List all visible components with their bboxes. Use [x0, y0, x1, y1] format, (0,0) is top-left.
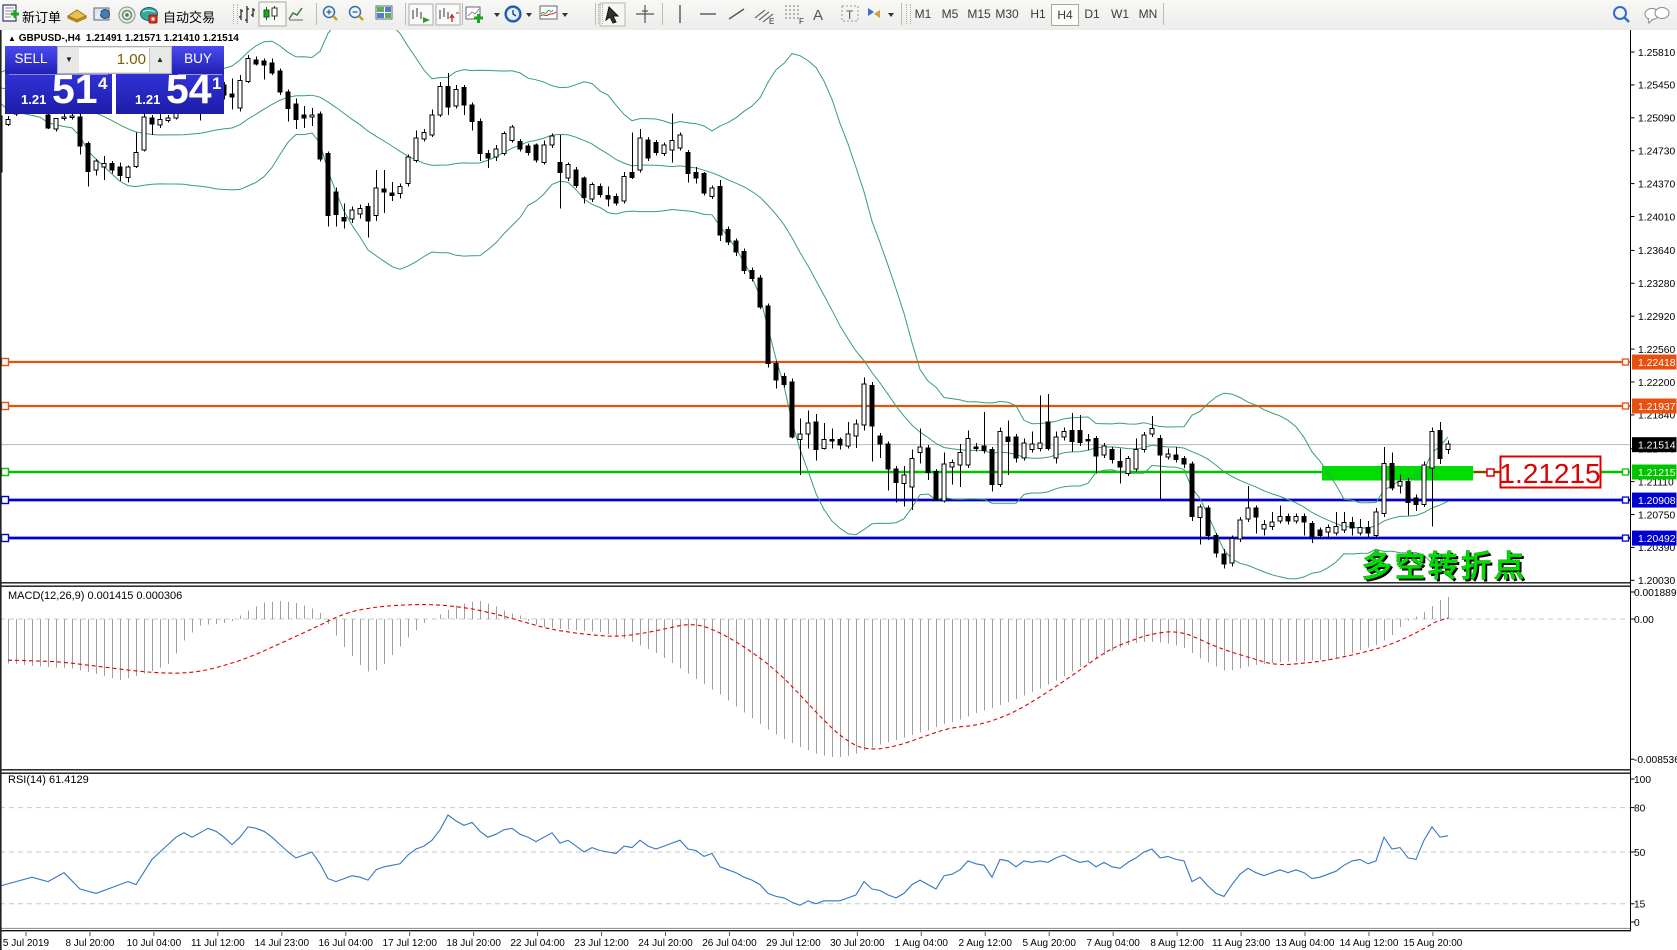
svg-text:1.20908: 1.20908 — [1638, 496, 1676, 507]
svg-text:15 Aug 20:00: 15 Aug 20:00 — [1403, 938, 1462, 949]
svg-text:1.21215: 1.21215 — [1499, 458, 1600, 489]
svg-text:1.22200: 1.22200 — [1638, 378, 1675, 389]
svg-text:F: F — [799, 17, 804, 26]
svg-text:MACD(12,26,9) 0.001415 0.00030: MACD(12,26,9) 0.001415 0.000306 — [8, 590, 182, 602]
svg-text:11 Aug 23:00: 11 Aug 23:00 — [1212, 938, 1271, 949]
svg-text:A: A — [813, 7, 823, 24]
svg-text:RSI(14) 61.4129: RSI(14) 61.4129 — [8, 774, 89, 786]
svg-text:1.21215: 1.21215 — [1638, 468, 1676, 479]
svg-text:5 Aug 20:00: 5 Aug 20:00 — [1023, 938, 1077, 949]
svg-text:1.21840: 1.21840 — [1638, 411, 1675, 422]
svg-text:1.25450: 1.25450 — [1638, 81, 1675, 92]
svg-text:1.20390: 1.20390 — [1638, 543, 1675, 554]
svg-text:23 Jul 12:00: 23 Jul 12:00 — [574, 938, 629, 949]
svg-text:22 Jul 04:00: 22 Jul 04:00 — [510, 938, 565, 949]
svg-text:1.23280: 1.23280 — [1638, 279, 1675, 290]
svg-text:1.20750: 1.20750 — [1638, 510, 1675, 521]
svg-text:1.21514: 1.21514 — [1638, 441, 1676, 452]
svg-text:多空转折点: 多空转折点 — [1362, 551, 1527, 584]
svg-text:1.22920: 1.22920 — [1638, 312, 1675, 323]
svg-text:1.20492: 1.20492 — [1638, 534, 1676, 545]
svg-text:T: T — [846, 8, 854, 22]
svg-text:15: 15 — [1634, 900, 1646, 911]
svg-text:1.25090: 1.25090 — [1638, 114, 1675, 125]
svg-text:18 Jul 20:00: 18 Jul 20:00 — [446, 938, 501, 949]
svg-text:1.23640: 1.23640 — [1638, 246, 1675, 257]
svg-text:E: E — [769, 17, 774, 26]
svg-text:100: 100 — [1634, 775, 1651, 786]
svg-text:7 Aug 04:00: 7 Aug 04:00 — [1086, 938, 1140, 949]
svg-text:1.24370: 1.24370 — [1638, 179, 1675, 190]
svg-text:1.24010: 1.24010 — [1638, 212, 1675, 223]
svg-text:29 Jul 12:00: 29 Jul 12:00 — [766, 938, 821, 949]
svg-text:17 Jul 12:00: 17 Jul 12:00 — [382, 938, 437, 949]
svg-text:14 Aug 12:00: 14 Aug 12:00 — [1339, 938, 1398, 949]
svg-text:1.22418: 1.22418 — [1638, 358, 1676, 369]
svg-text:1 Aug 04:00: 1 Aug 04:00 — [895, 938, 949, 949]
svg-text:1.25810: 1.25810 — [1638, 48, 1675, 59]
svg-text:14 Jul 23:00: 14 Jul 23:00 — [255, 938, 310, 949]
svg-text:26 Jul 04:00: 26 Jul 04:00 — [702, 938, 757, 949]
svg-text:1.21110: 1.21110 — [1638, 477, 1674, 488]
svg-text:-0.008536: -0.008536 — [1634, 755, 1677, 766]
svg-text:24 Jul 20:00: 24 Jul 20:00 — [638, 938, 693, 949]
svg-text:80: 80 — [1634, 803, 1646, 814]
svg-text:0.001889: 0.001889 — [1634, 588, 1677, 599]
svg-text:16 Jul 04:00: 16 Jul 04:00 — [319, 938, 374, 949]
svg-text:5 Jul 2019: 5 Jul 2019 — [3, 938, 50, 949]
svg-text:13 Aug 04:00: 13 Aug 04:00 — [1276, 938, 1335, 949]
svg-text:0.00: 0.00 — [1634, 615, 1654, 626]
svg-text:30 Jul 20:00: 30 Jul 20:00 — [830, 938, 885, 949]
svg-text:8 Aug 12:00: 8 Aug 12:00 — [1150, 938, 1204, 949]
svg-text:11 Jul 12:00: 11 Jul 12:00 — [191, 938, 245, 949]
svg-text:0: 0 — [1634, 918, 1640, 929]
svg-text:1.24730: 1.24730 — [1638, 147, 1675, 158]
svg-text:10 Jul 04:00: 10 Jul 04:00 — [127, 938, 182, 949]
svg-text:1.21937: 1.21937 — [1638, 402, 1676, 413]
svg-text:50: 50 — [1634, 848, 1646, 859]
svg-text:多空转折点: 多空转折点 — [1364, 553, 1529, 586]
svg-text:2 Aug 12:00: 2 Aug 12:00 — [959, 938, 1013, 949]
svg-text:8 Jul 20:00: 8 Jul 20:00 — [65, 938, 114, 949]
svg-text:1.20030: 1.20030 — [1638, 576, 1675, 587]
svg-text:1.22560: 1.22560 — [1638, 345, 1675, 356]
